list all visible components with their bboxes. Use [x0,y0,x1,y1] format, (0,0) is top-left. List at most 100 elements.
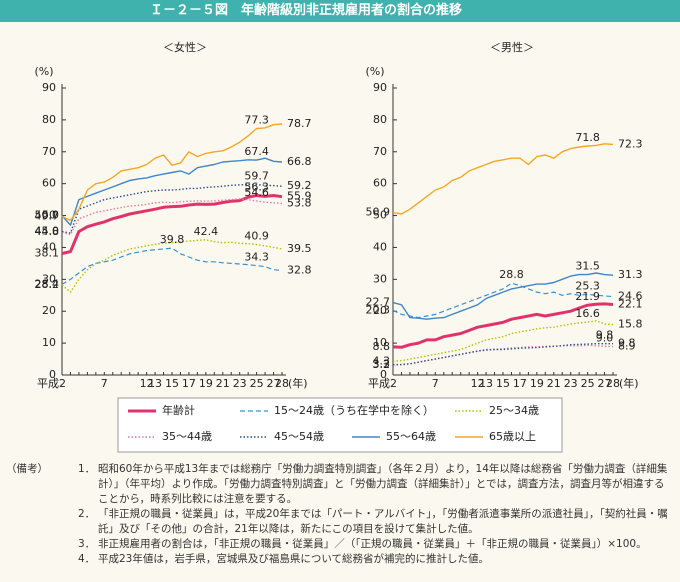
data-label: 9.8 [596,329,614,342]
legend-label: 55～64歳 [386,430,436,443]
legend-box [117,397,563,453]
data-label: 67.4 [244,145,269,158]
x-tick-label: 13 [148,377,162,390]
data-label: 31.5 [575,260,600,273]
note: 3． 非正規雇用者の割合は，「非正規の職員・従業員」／（「正規の職員・従業員」＋「… [6,537,674,552]
data-label: 20.3 [366,303,391,316]
data-label: 72.3 [618,137,643,150]
data-label: 32.8 [287,263,312,276]
data-label: 3.3 [373,357,391,370]
x-tick-label: 27 [598,377,612,390]
y-tick-label: 50 [42,209,56,222]
x-tick-label: 28 [606,377,620,390]
data-label: 15.8 [618,318,643,331]
series-line [61,157,283,226]
x-tick-label: 12 [471,377,485,390]
legend-label: 65歳以上 [489,430,536,443]
data-label: 78.7 [287,117,312,130]
x-tick-label: 17 [513,377,527,390]
note-text: 非正規雇用者の割合は，「非正規の職員・従業員」／（「正規の職員・従業員」＋「非正… [98,538,647,550]
x-tick-label: 19 [530,377,544,390]
data-label: 39.8 [160,233,185,246]
data-label: 25.3 [575,279,600,292]
data-label: 8.8 [373,340,391,353]
x-tick-label: 21 [547,377,561,390]
data-label: 49.7 [35,210,60,223]
note-number: 1． [78,463,96,475]
data-label: 50.9 [366,206,391,219]
series-line [392,343,613,366]
y-tick-label: 10 [373,336,387,349]
x-tick-label: 平成2 [37,377,66,390]
y-tick-label: 20 [373,304,387,317]
note-text: 「非正規の職員・従業員」は，平成20年までは「パート・アルバイト」，「労働者派遣… [98,508,668,535]
series-line [392,282,614,319]
note: 2． 「非正規の職員・従業員」は，平成20年までは「パート・アルバイト」，「労働者… [6,507,674,537]
series-line [61,247,283,285]
data-label: 40.9 [244,230,269,243]
x-axis-label: (年) [288,376,308,390]
y-axis-label: (%) [34,65,53,78]
data-label: 59.7 [244,170,269,183]
y-tick-label: 30 [373,272,387,285]
note: （備考） 1． 昭和60年から平成13年までは総務庁「労働力調査特別調査」（各年２月… [6,462,674,507]
series-line [392,143,614,215]
data-label: 28.8 [499,268,524,281]
y-tick-label: 80 [42,113,56,126]
x-tick-label: 7 [101,377,108,390]
series-line [61,183,283,234]
x-tick-label: 平成2 [368,377,397,390]
y-tick-label: 70 [373,145,387,158]
note-text: 昭和60年から平成13年までは総務庁「労働力調査特別調査」（各年２月）より，14… [98,463,668,505]
y-tick-label: 60 [373,177,387,190]
data-label: 39.5 [287,242,312,255]
x-tick-label: 21 [216,377,230,390]
data-label: 71.8 [575,131,600,144]
data-label: 16.6 [575,307,600,320]
y-tick-label: 60 [42,177,56,190]
data-label: 28.4 [35,277,60,290]
data-label: 9.8 [618,337,636,350]
y-tick-label: 10 [42,336,56,349]
series-line [61,239,283,293]
x-tick-label: 23 [233,377,247,390]
notes: （備考） 1． 昭和60年から平成13年までは総務庁「労働力調査特別調査」（各年２月… [6,462,674,567]
data-label: 56.3 [244,180,269,193]
x-tick-label: 7 [432,377,439,390]
x-tick-label: 17 [182,377,196,390]
y-tick-label: 90 [373,81,387,94]
series-line [392,320,614,362]
data-label: 22.7 [366,296,391,309]
note-number: 2． [78,508,96,520]
data-label: 3.2 [373,358,391,371]
figure-title: Ｉ－２－５図 年齢階級別非正規雇用者の割合の推移 [0,0,680,22]
series-line [61,123,283,221]
x-tick-label: 25 [581,377,595,390]
x-tick-label: 25 [250,377,264,390]
note-text: 平成23年値は，岩手県，宮城県及び福島県について総務省が補完的に推計した値。 [98,553,490,565]
legend-label: 45～54歳 [274,430,324,443]
data-label: 53.8 [287,196,312,209]
data-label: 50.0 [35,209,60,222]
data-label: 66.8 [287,155,312,168]
y-tick-label: 50 [373,209,387,222]
y-tick-label: 0 [380,368,387,381]
series-line [392,302,614,349]
y-tick-label: 40 [42,240,56,253]
x-tick-label: 13 [479,377,493,390]
data-label: 38.1 [35,247,60,260]
data-label: 22.1 [618,298,643,311]
legend-label: 35～44歳 [162,430,212,443]
data-label: 77.3 [244,113,269,126]
y-tick-label: 40 [373,240,387,253]
y-tick-label: 70 [42,145,56,158]
x-tick-label: 19 [199,377,213,390]
series-line [392,344,614,366]
panel-title: ＜男性＞ [490,40,534,54]
data-label: 42.4 [194,225,219,238]
legend-label: 25～34歳 [489,404,539,417]
x-tick-label: 23 [564,377,578,390]
data-label: 31.3 [618,268,643,281]
